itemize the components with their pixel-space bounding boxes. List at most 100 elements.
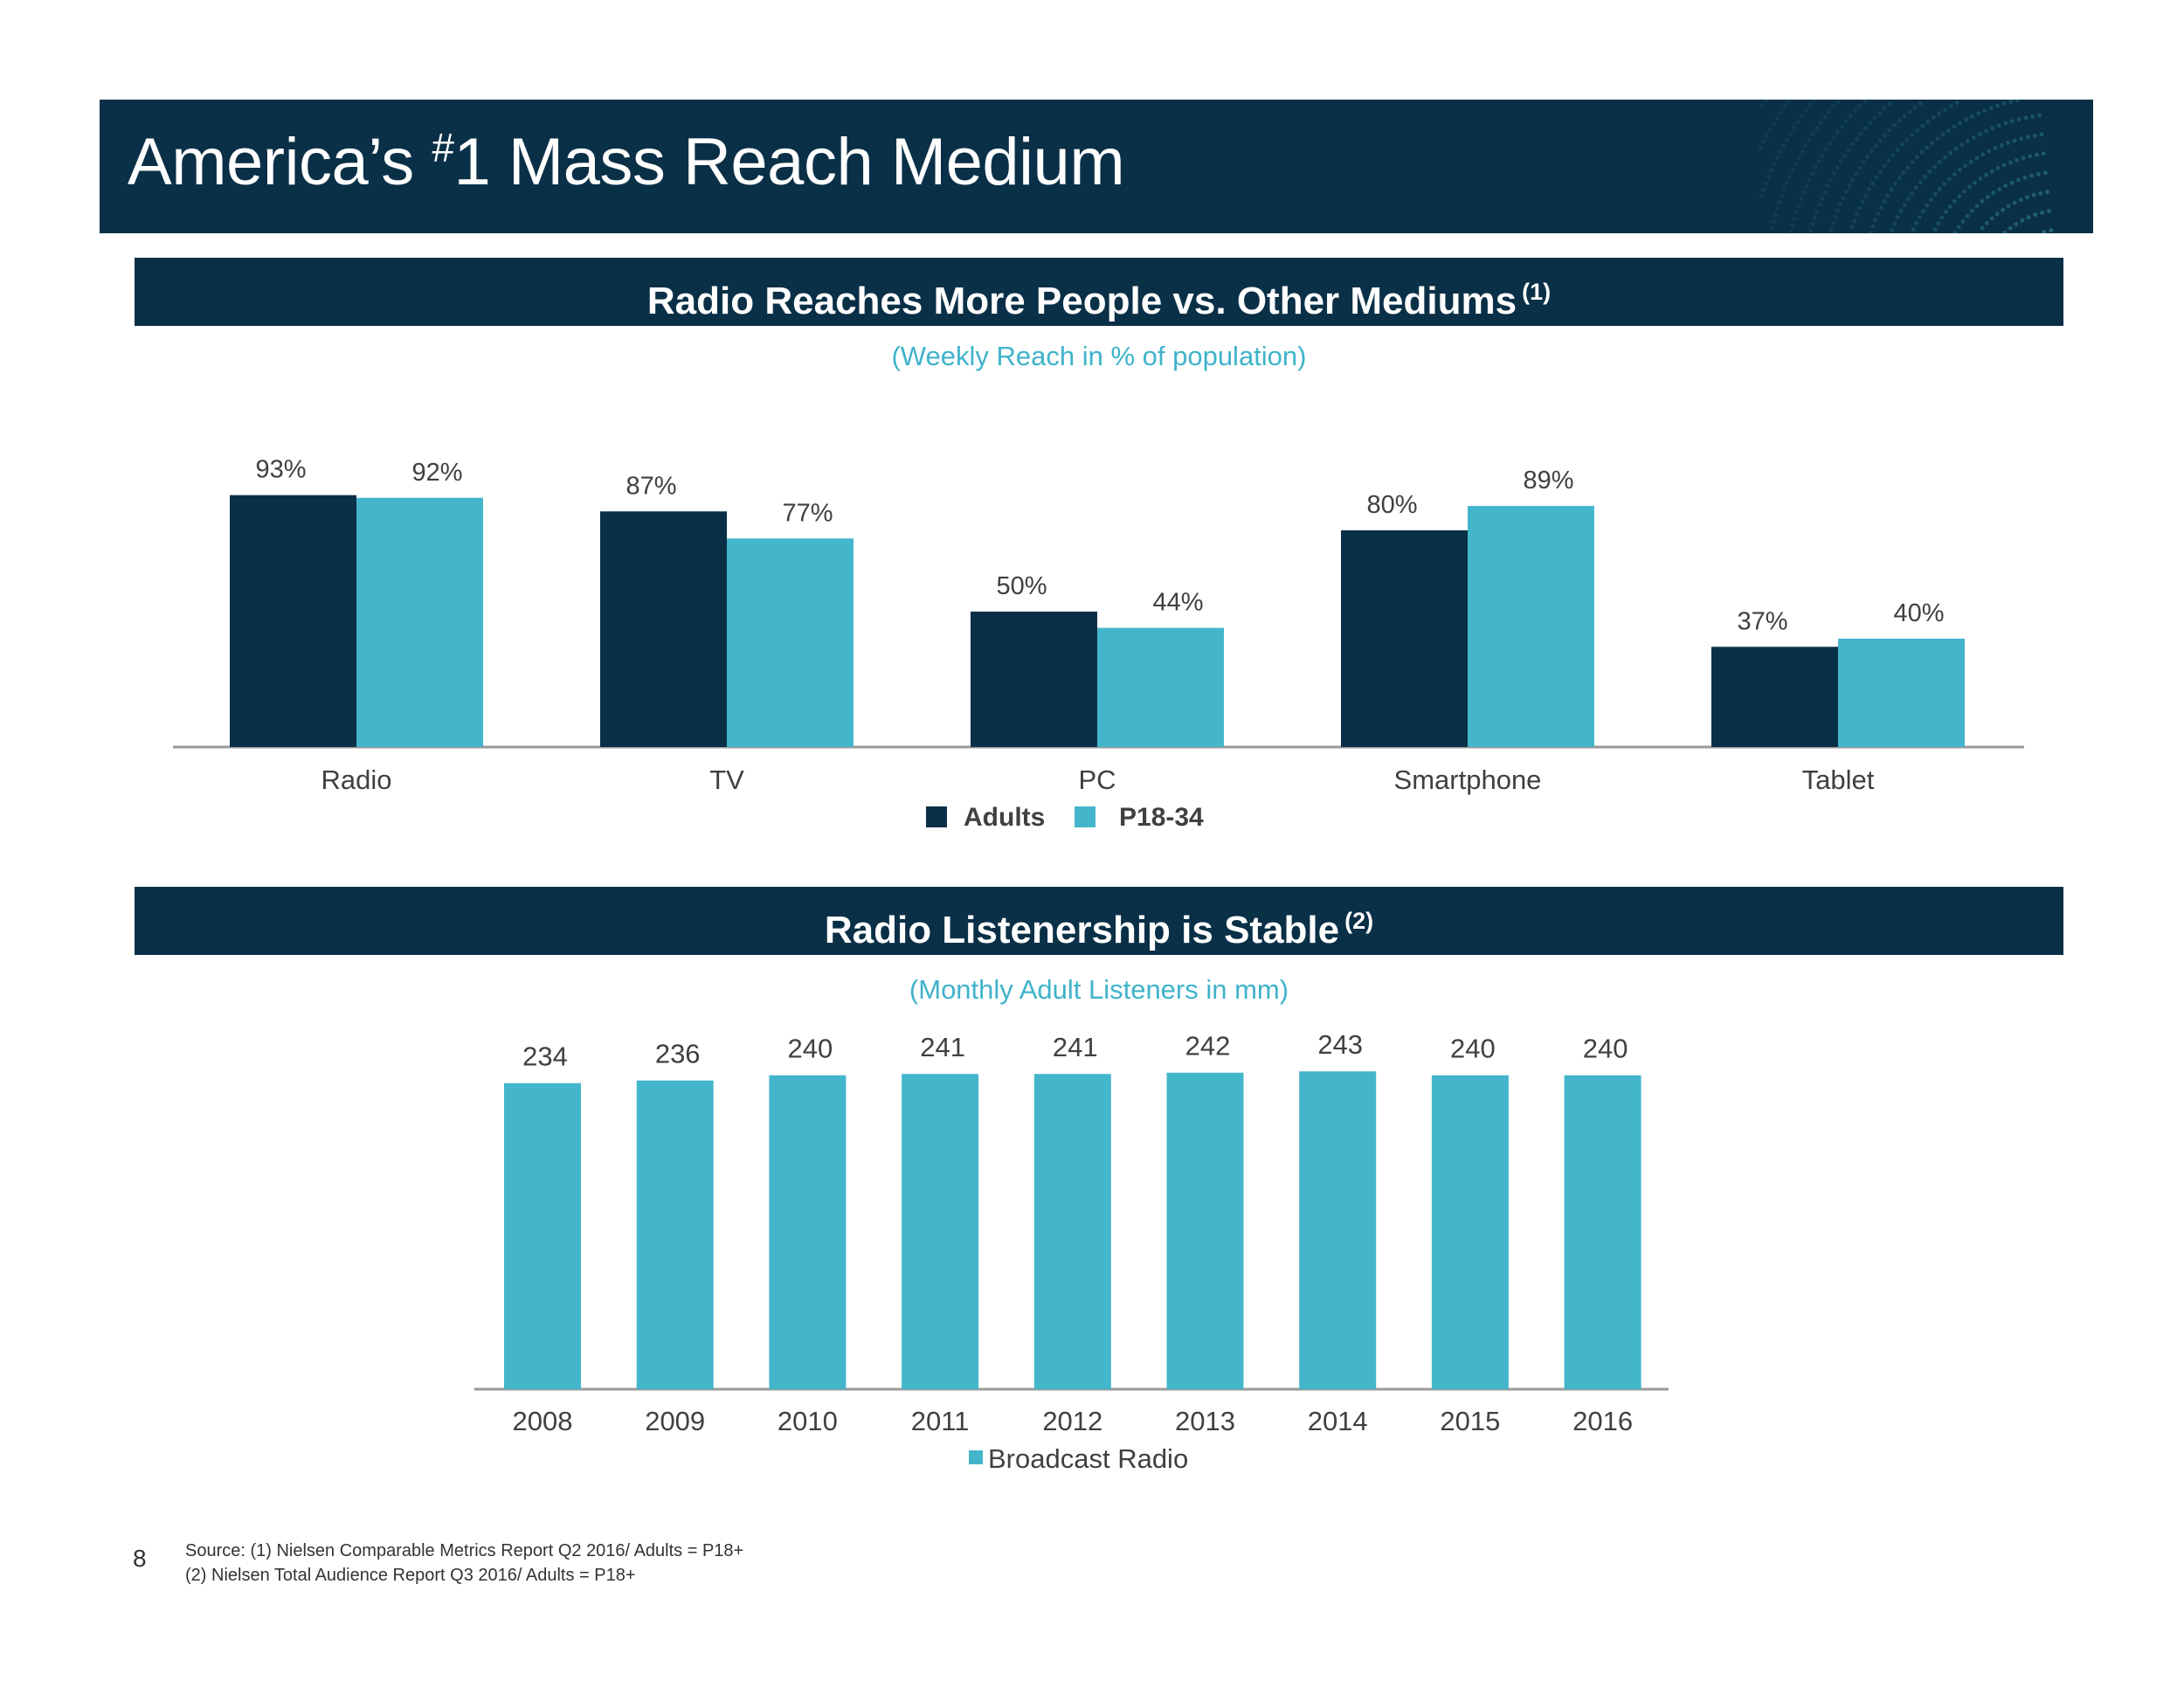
header-dot (1915, 128, 1920, 133)
header-dot (1781, 143, 1786, 149)
header-dot (2003, 183, 2008, 189)
header-dot (1788, 230, 1793, 233)
header-dot (2042, 230, 2047, 233)
header-dot (1984, 172, 1988, 177)
header-dot (1765, 134, 1769, 139)
header-dot (1910, 160, 1915, 165)
section1-heading-bar: Radio Reaches More People vs. Other Medi… (135, 258, 2063, 326)
source-line-1: Source: (1) Nielsen Comparable Metrics R… (185, 1541, 744, 1560)
header-dot (1990, 126, 1995, 131)
header-dot (1905, 197, 1911, 202)
header-dot (2035, 152, 2039, 157)
header-dot (1803, 108, 1808, 114)
header-dot (1968, 159, 1973, 164)
header-dot (1792, 125, 1796, 130)
section2-heading: Radio Listenership is Stable (824, 909, 1340, 951)
header-dot (2002, 230, 2008, 233)
header-dot (1959, 142, 1965, 148)
header-dot (1873, 218, 1878, 223)
header-dot (1887, 101, 1892, 107)
header-dot (2031, 192, 2036, 197)
header-dot (1841, 196, 1846, 200)
header-dot (1997, 187, 2002, 191)
header-dot (2003, 121, 2008, 126)
header-dot (1984, 221, 1989, 225)
header-dot (1838, 159, 1843, 164)
header-dot (1788, 131, 1793, 136)
header-dot (1846, 148, 1851, 153)
header-dot (1804, 183, 1808, 189)
bar-adults-smartphone (1341, 530, 1468, 747)
header-dot (1831, 104, 1836, 109)
data-label: 240 (1450, 1034, 1496, 1064)
header-dot (1890, 153, 1896, 158)
data-label: 89% (1523, 467, 1573, 495)
header-dot (2016, 117, 2022, 122)
header-dot (1807, 137, 1812, 142)
header-dot (1925, 119, 1931, 124)
header-dot (2001, 163, 2007, 168)
header-dot (1835, 100, 1841, 104)
header-dot (1991, 190, 1996, 196)
header-dot (1794, 210, 1799, 215)
header-dot (1878, 205, 1883, 210)
header-dot (1816, 159, 1821, 164)
header-dot (1842, 153, 1847, 158)
header-dot (1869, 149, 1874, 154)
section1-footnote: (1) (1522, 279, 1552, 305)
header-dot (1870, 224, 1876, 229)
header-dot (1852, 218, 1857, 224)
header-dot (2008, 225, 2013, 231)
header-dot (1932, 192, 1938, 197)
header-dot (1814, 209, 1820, 214)
header-dot (1984, 128, 1988, 134)
page-title-prefix: America’s (128, 125, 432, 199)
header-dot (1818, 121, 1823, 125)
header-dot (1847, 183, 1852, 188)
header-dot (1952, 199, 1957, 204)
header-dot (1779, 110, 1784, 115)
x-tick-label: PC (1078, 764, 1116, 795)
bar-p18-34-radio (356, 497, 483, 747)
header-dot (1937, 159, 1942, 164)
header-dot (1917, 215, 1922, 219)
data-label: 241 (920, 1032, 965, 1062)
x-tick-label: 2016 (1572, 1406, 1633, 1436)
header-dot (1778, 149, 1783, 155)
header-dot (2010, 119, 2015, 124)
header-dot (1865, 154, 1870, 159)
header-dot (1796, 156, 1801, 160)
header-dot (1956, 225, 1961, 230)
header-dot (2026, 215, 2031, 220)
header-dot (1825, 183, 1830, 189)
header-dot (1977, 132, 1982, 136)
header-dot (2015, 100, 2020, 102)
header-dot (1799, 114, 1804, 119)
header-dot (1807, 177, 1812, 183)
data-label: 243 (1317, 1029, 1363, 1060)
section1-heading: Radio Reaches More People vs. Other Medi… (646, 280, 1517, 322)
header-dot (1876, 211, 1881, 217)
header-dot (1803, 143, 1808, 149)
header-dot (2019, 136, 2024, 142)
header-dot (1769, 168, 1773, 173)
header-dot (2012, 200, 2017, 205)
header-dot (1936, 221, 1941, 226)
header-dot (1835, 130, 1840, 135)
header-dot (1782, 186, 1787, 191)
data-label: 234 (522, 1041, 568, 1072)
header-dot (1787, 174, 1792, 179)
header-dot (1833, 214, 1838, 219)
header-dot (1910, 133, 1915, 138)
header-dot (2035, 171, 2041, 176)
data-label: 37% (1737, 607, 1787, 635)
header-dot (1882, 163, 1887, 169)
header-dot (1995, 103, 2001, 108)
header-dot (1892, 221, 1897, 226)
header-dot (1838, 202, 1843, 207)
header-dot (1822, 190, 1828, 195)
header-dot (2015, 157, 2020, 163)
header-dot (1946, 128, 1951, 133)
header-dot (1958, 168, 1962, 172)
bar-adults-radio (230, 495, 356, 747)
